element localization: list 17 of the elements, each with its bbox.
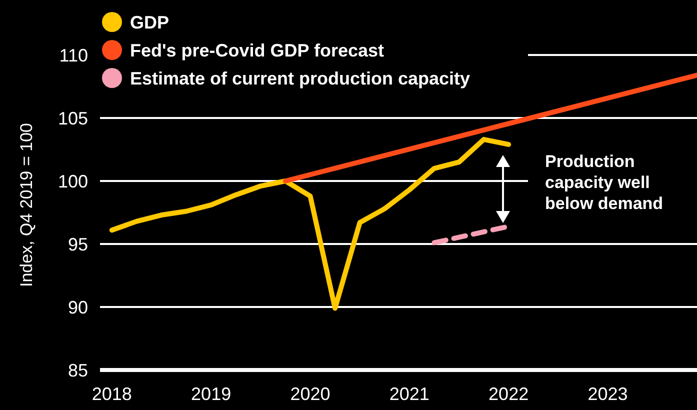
y-tick-label: 90 [68, 297, 88, 318]
x-tick-label: 2021 [389, 384, 430, 404]
legend-label: Fed's pre-Covid GDP forecast [130, 40, 384, 60]
x-tick-label: 2023 [588, 384, 628, 404]
y-tick-label: 95 [68, 234, 88, 254]
x-tick-label: 2020 [290, 384, 330, 404]
y-axis-title: Index, Q4 2019 = 100 [17, 123, 36, 287]
y-tick-label: 100 [58, 171, 88, 192]
x-tick-label: 2018 [92, 384, 132, 404]
y-tick-label: 110 [59, 45, 88, 66]
legend-label: Estimate of current production capacity [130, 68, 470, 88]
x-tick-label: 2019 [191, 384, 232, 404]
y-tick-label: 85 [68, 360, 88, 380]
x-tick-label: 2022 [488, 384, 529, 404]
legend-label: GDP [130, 12, 170, 32]
y-tick-label: 105 [58, 108, 88, 128]
annotation: Production capacity well below demand [545, 152, 664, 213]
